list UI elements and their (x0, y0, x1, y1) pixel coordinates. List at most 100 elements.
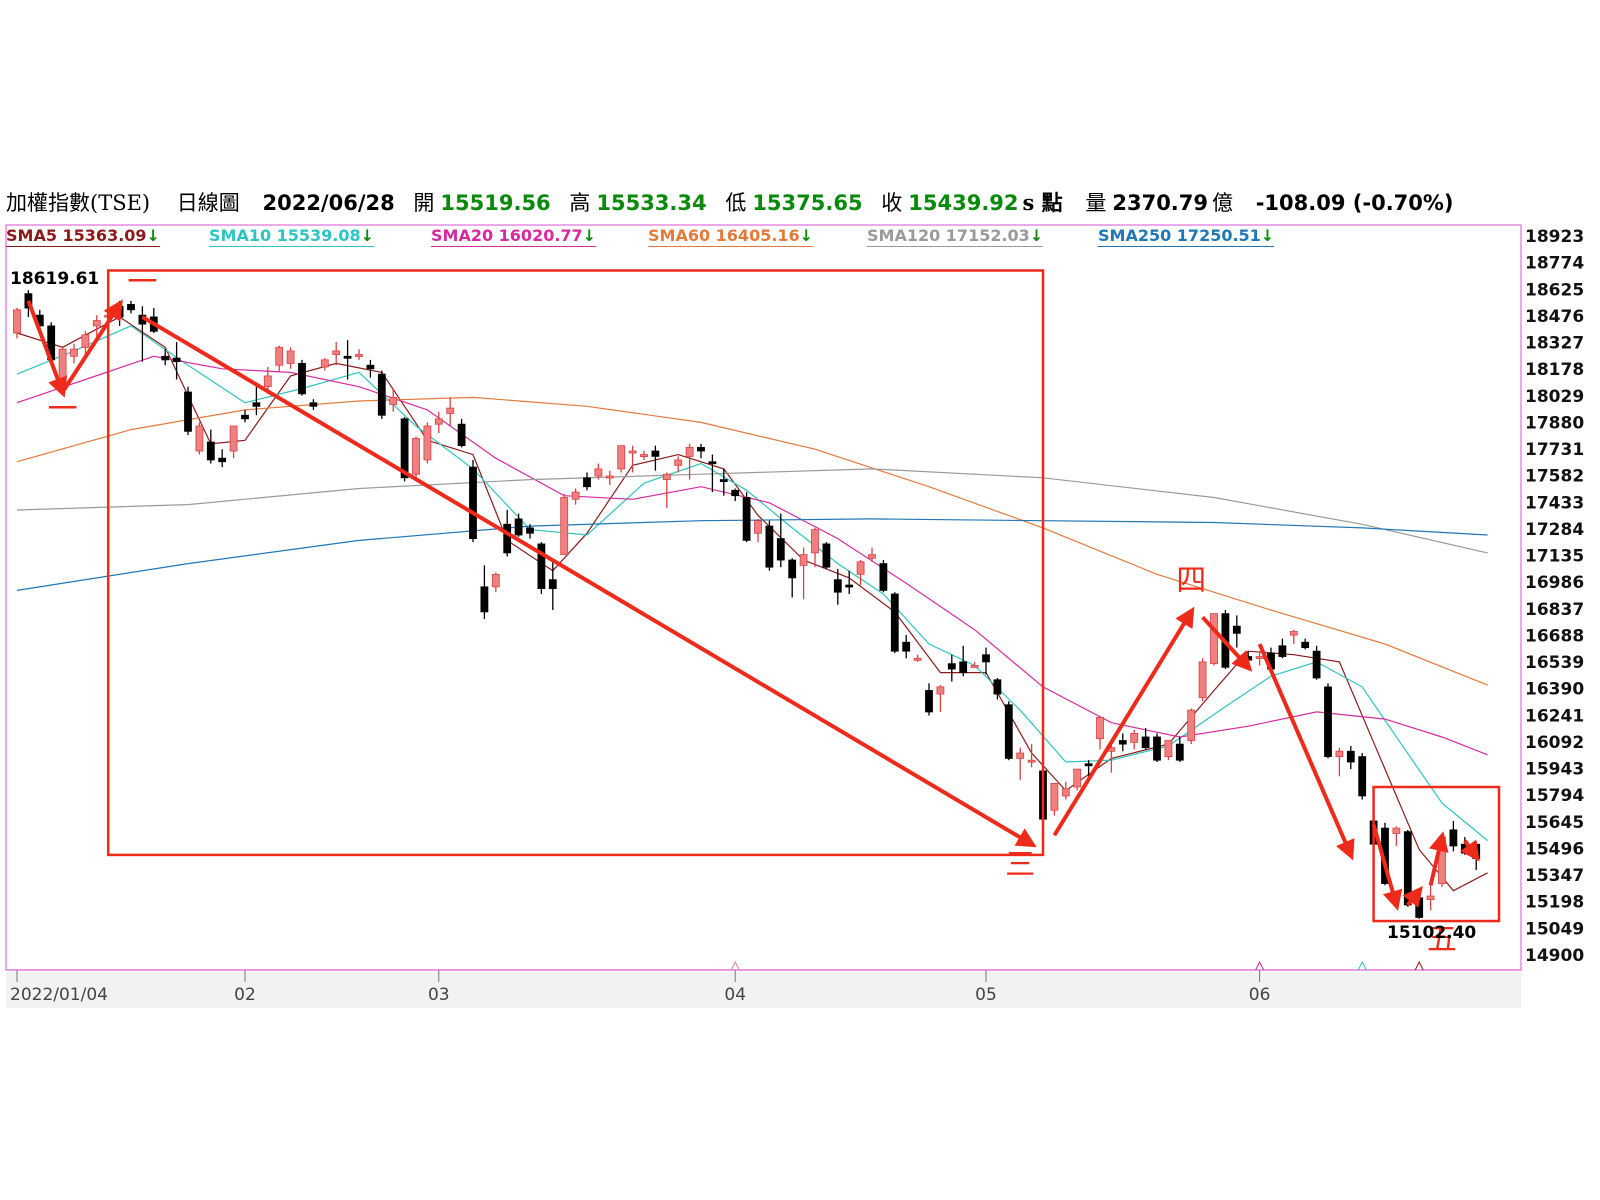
candle-body (1403, 831, 1412, 906)
candle-body (275, 346, 284, 366)
candle (309, 399, 318, 410)
candle-body (719, 479, 728, 482)
candle (731, 488, 740, 502)
candle (765, 520, 774, 571)
x-axis-band (6, 972, 1521, 1008)
candle (890, 592, 899, 653)
candle-body (298, 363, 306, 395)
y-tick-label: 17135 (1525, 547, 1584, 567)
candle-body (1415, 897, 1424, 918)
y-tick-label: 15049 (1525, 919, 1584, 939)
candle (172, 341, 181, 380)
max-price-label: 18619.61 (10, 269, 99, 289)
candle (13, 308, 21, 339)
down-arrow-icon: ↓ (582, 226, 597, 245)
candle-body (605, 475, 614, 479)
extreme-labels: 18619.61 15102.40 (10, 269, 1476, 943)
y-tick-label: 18476 (1525, 307, 1584, 327)
candle (1164, 740, 1173, 761)
signal-marker-icon (1255, 960, 1265, 971)
y-tick-label: 15496 (1525, 839, 1584, 859)
candle (685, 443, 694, 480)
candle (1289, 629, 1298, 645)
candle (298, 359, 306, 396)
candle-body (469, 466, 477, 539)
y-tick-label: 18625 (1525, 280, 1584, 300)
candle (1324, 683, 1332, 759)
legend-sma60: SMA60 16405.16↓ (648, 226, 814, 247)
trend-arrow (1201, 615, 1253, 672)
legend-sma5: SMA5 15363.09↓ (6, 226, 160, 247)
candle (719, 468, 728, 496)
signal-marker-icon (730, 960, 740, 971)
y-tick-label: 18178 (1525, 360, 1584, 380)
candle (1403, 829, 1412, 907)
candle-body (229, 425, 238, 452)
candle-body (982, 654, 990, 663)
close-suffix: s 點 (1022, 190, 1063, 215)
candle-body (514, 518, 523, 536)
wave-annotation: 四 (1176, 563, 1206, 598)
candle-body (879, 563, 888, 591)
candle (355, 349, 363, 360)
candle (491, 572, 500, 593)
legend-sma20-label: SMA20 16020.77 (431, 226, 583, 245)
close-value: 15439.92 (908, 191, 1019, 215)
candle-body (503, 523, 512, 554)
candle-body (583, 477, 591, 488)
candle-body (13, 309, 21, 334)
candle (1301, 638, 1310, 650)
candle (776, 513, 785, 568)
candle-body (92, 320, 101, 327)
candle-body (936, 686, 945, 695)
candle (161, 349, 170, 366)
candle (389, 388, 398, 412)
y-tick-label: 16539 (1525, 653, 1584, 673)
sma60-line (16, 396, 1488, 686)
wave-annotation: 三 (1005, 848, 1035, 883)
down-arrow-icon: ↓ (1260, 226, 1275, 245)
candle (868, 547, 876, 562)
candle (811, 527, 819, 568)
open-label: 開 (413, 191, 435, 215)
candle (377, 370, 386, 419)
candle-body (172, 357, 181, 363)
candle-body (446, 407, 455, 414)
candle (457, 418, 466, 448)
y-tick-label: 15794 (1525, 786, 1584, 806)
candle (628, 445, 637, 473)
candle-body (1198, 661, 1207, 699)
candle-body (902, 641, 911, 652)
candle-body (1392, 827, 1401, 834)
candle (993, 677, 1002, 700)
wave-annotation: 五 (1427, 923, 1457, 958)
candle-body (1289, 631, 1298, 636)
candle (674, 456, 683, 473)
candle (514, 513, 523, 537)
y-tick-label: 15198 (1525, 893, 1584, 913)
candle (1198, 658, 1207, 702)
high-value: 15533.34 (596, 191, 707, 215)
y-tick-label: 15645 (1525, 813, 1584, 833)
candle-body (708, 461, 717, 465)
candle (879, 560, 888, 593)
candle-body (811, 529, 819, 554)
candle-body (1027, 759, 1036, 763)
candle-body (1187, 709, 1196, 741)
index-name: 加權指數(TSE) (6, 191, 151, 215)
wave-annotation: 一 (48, 392, 78, 427)
candle-body (856, 561, 865, 575)
candle (412, 436, 420, 480)
candle (480, 565, 489, 620)
candle (1392, 826, 1401, 846)
candle-body (366, 364, 375, 370)
candle (206, 429, 215, 464)
candle-body (1232, 625, 1241, 634)
y-axis: 18923 18774 18625 18476 18327 18178 18029 17880… (1525, 227, 1584, 966)
y-tick-label: 17284 (1525, 520, 1584, 540)
candle-body (389, 396, 398, 405)
candle-body (868, 554, 876, 559)
candle-body (1324, 686, 1332, 758)
candle-body (640, 454, 648, 457)
candle (697, 443, 705, 459)
